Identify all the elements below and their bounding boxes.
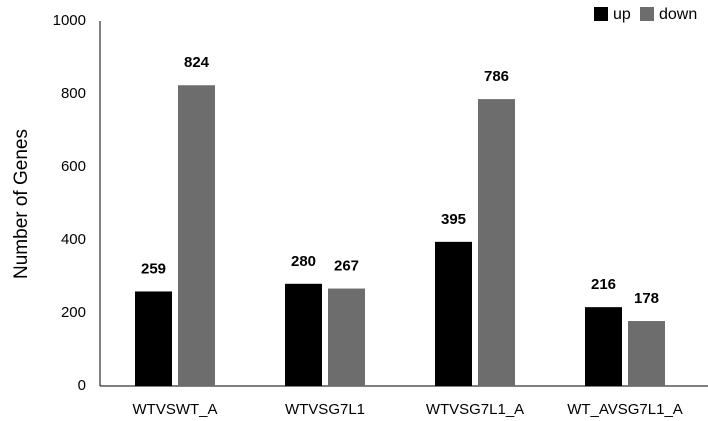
- x-tick-label: WTVSWT_A: [133, 401, 218, 418]
- legend-swatch: [640, 7, 654, 21]
- value-label: 395: [441, 211, 466, 228]
- legend-label: down: [659, 6, 697, 23]
- y-tick-label: 1000: [53, 12, 86, 29]
- legend-swatch: [594, 7, 608, 21]
- value-label: 178: [634, 290, 659, 307]
- bar: [285, 283, 322, 386]
- value-label: 216: [591, 276, 616, 293]
- y-tick-label: 800: [61, 85, 86, 102]
- legend-label: up: [613, 6, 631, 23]
- x-tick-label: WTVSG7L1_A: [426, 401, 524, 418]
- value-label: 280: [291, 253, 316, 270]
- bar: [478, 99, 515, 387]
- bar: [178, 85, 215, 387]
- value-label: 267: [334, 258, 359, 275]
- bar: [628, 321, 665, 386]
- bar: [585, 307, 622, 386]
- y-tick-label: 0: [78, 377, 86, 394]
- value-label: 786: [484, 68, 509, 85]
- y-axis-label: Number of Genes: [11, 129, 32, 279]
- y-tick-label: 400: [61, 231, 86, 248]
- y-tick-label: 200: [61, 304, 86, 321]
- value-label: 259: [141, 260, 166, 277]
- y-tick-label: 600: [61, 158, 86, 175]
- x-tick-label: WT_AVSG7L1_A: [567, 401, 683, 418]
- bar: [135, 291, 172, 386]
- bar: [328, 288, 365, 386]
- bar: [435, 241, 472, 386]
- x-tick-label: WTVSG7L1: [285, 401, 365, 418]
- value-label: 824: [184, 54, 210, 71]
